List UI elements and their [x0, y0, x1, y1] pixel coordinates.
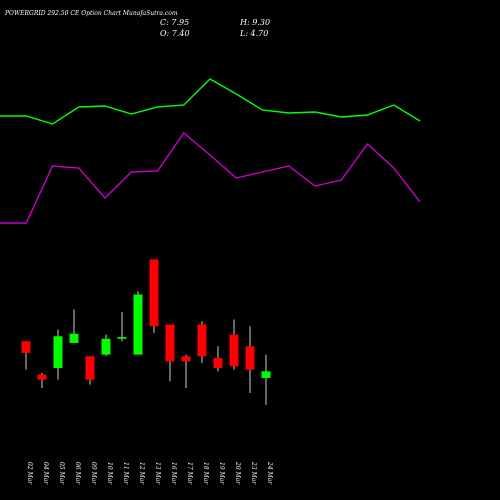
- candle-body-down: [85, 356, 95, 380]
- candle: [85, 356, 95, 385]
- x-tick-label: 06 Mar: [74, 462, 81, 485]
- candle: [165, 324, 175, 382]
- candle: [213, 346, 223, 372]
- candle-body-down: [245, 346, 255, 370]
- x-tick-label: 20 Mar: [234, 461, 241, 485]
- candle-body-up: [53, 336, 63, 368]
- x-tick-label: 17 Mar: [186, 462, 193, 485]
- candle: [37, 372, 47, 389]
- candle-body-up: [69, 333, 79, 343]
- x-tick-label: 18 Mar: [202, 462, 209, 485]
- candle: [197, 321, 207, 363]
- indicator-line-green: [0, 78, 421, 125]
- x-tick-label: 05 Mar: [58, 462, 65, 485]
- candles: [21, 259, 271, 405]
- x-axis-ticks: 02 Mar 04 Mar 05 Mar 06 Mar 09 Mar 10 Mar 11 M…: [26, 461, 273, 485]
- candle-body-down: [165, 324, 175, 362]
- candle-body-down: [213, 357, 223, 368]
- candle: [101, 334, 111, 357]
- candle: [229, 319, 239, 370]
- candle: [245, 326, 255, 394]
- candle: [181, 354, 191, 389]
- candle-body-down: [21, 341, 31, 353]
- candle: [149, 259, 159, 333]
- candle: [133, 291, 143, 355]
- x-tick-label: 04 Mar: [42, 462, 49, 485]
- candle-body-down: [149, 259, 159, 327]
- x-tick-label: 16 Mar: [170, 462, 177, 485]
- x-tick-label: 23 Mar: [250, 461, 257, 485]
- candle: [69, 309, 79, 343]
- candle-body-down: [37, 374, 47, 380]
- candle-body-down: [197, 324, 207, 357]
- x-tick-label: 11 Mar: [122, 462, 129, 485]
- x-tick-label: 24 Mar: [266, 461, 273, 485]
- candle: [117, 312, 127, 342]
- candle: [21, 341, 31, 370]
- x-tick-label: 12 Mar: [138, 462, 145, 485]
- candle-body-down: [229, 334, 239, 367]
- candle: [53, 329, 63, 380]
- low-value: L: 4.70: [239, 29, 268, 38]
- candle-body-up: [133, 294, 143, 355]
- open-value: O: 7.40: [160, 29, 190, 38]
- x-tick-label: 02 Mar: [26, 462, 33, 485]
- candle-body-up: [117, 337, 127, 339]
- candle-body-up: [101, 338, 111, 355]
- candle-body-down: [181, 356, 191, 362]
- x-tick-label: 10 Mar: [106, 462, 113, 485]
- x-tick-label: 13 Mar: [154, 462, 161, 485]
- x-tick-label: 09 Mar: [90, 462, 97, 485]
- close-value: C: 7.95: [160, 18, 189, 27]
- candle-body-up: [261, 371, 271, 378]
- indicator-line-magenta: [0, 131, 421, 224]
- high-value: H: 9.30: [239, 18, 270, 27]
- candle: [261, 354, 271, 405]
- indicator-lines: [0, 78, 421, 224]
- x-tick-label: 19 Mar: [218, 462, 225, 485]
- chart-title: POWERGRID 292.50 CE Option Chart MunafaS…: [4, 10, 178, 17]
